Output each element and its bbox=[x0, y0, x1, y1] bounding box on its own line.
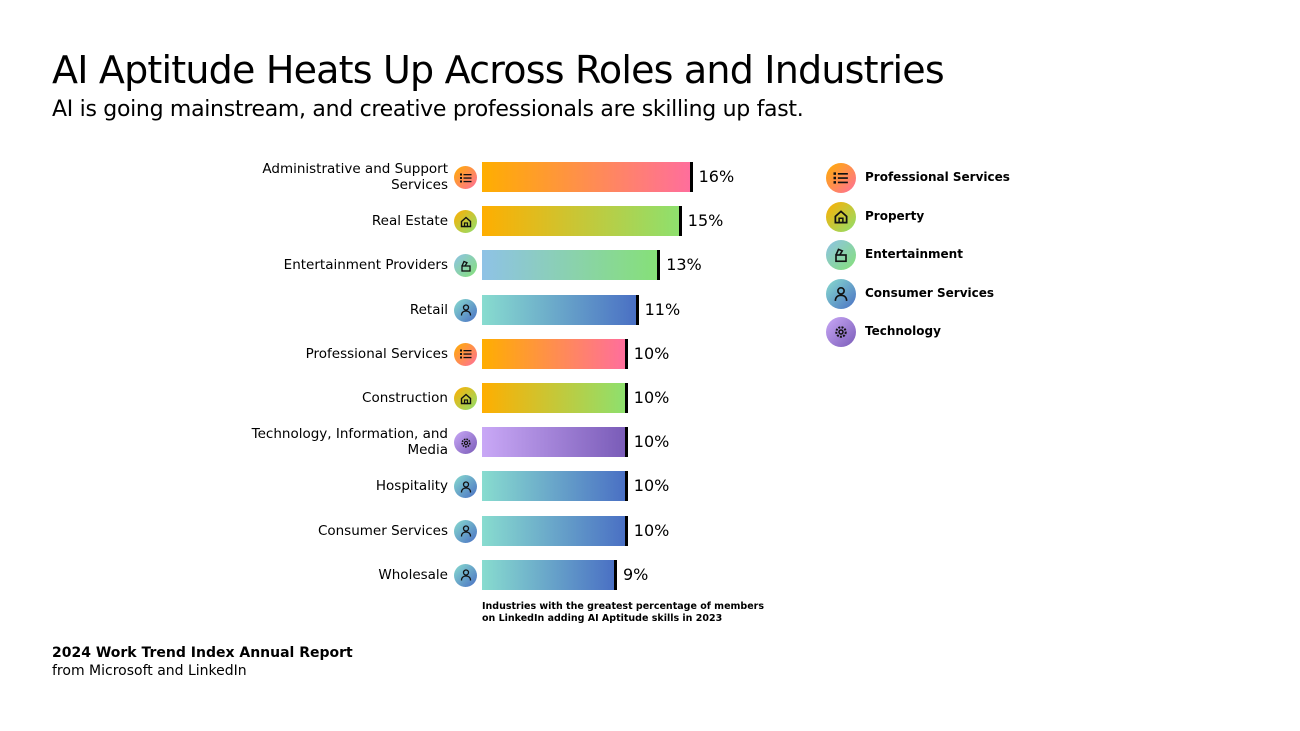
bar-row: Entertainment Providers 13% bbox=[0, 250, 1300, 281]
category-label: Entertainment Providers bbox=[283, 257, 448, 274]
category-label: Wholesale bbox=[378, 566, 448, 583]
bar bbox=[482, 559, 617, 590]
page-title: AI Aptitude Heats Up Across Roles and In… bbox=[52, 48, 945, 92]
bar bbox=[482, 250, 661, 281]
person-icon bbox=[454, 519, 477, 543]
list-icon bbox=[826, 163, 856, 193]
category-label: Real Estate bbox=[371, 213, 448, 230]
house-icon bbox=[454, 387, 477, 410]
bar-row: Consumer Services 10% bbox=[0, 515, 1300, 546]
bar-row: Construction 10% bbox=[0, 383, 1300, 413]
clapperboard-icon bbox=[454, 254, 477, 278]
clapperboard-icon bbox=[826, 240, 856, 270]
chart-note-line1: Industries with the greatest percentage … bbox=[482, 601, 764, 612]
bar bbox=[482, 383, 628, 413]
house-icon bbox=[454, 210, 477, 234]
bar bbox=[482, 427, 628, 458]
value-label: 10% bbox=[633, 432, 670, 452]
source-title: 2024 Work Trend Index Annual Report bbox=[52, 645, 353, 661]
value-label: 13% bbox=[666, 255, 702, 275]
page-subtitle: AI is going mainstream, and creative pro… bbox=[52, 97, 804, 122]
bar bbox=[482, 162, 693, 192]
category-label: Retail bbox=[409, 301, 448, 318]
legend-label: Professional Services bbox=[865, 170, 1010, 184]
bar-row: Technology, Information, and Media 10% bbox=[0, 426, 1300, 459]
value-label: 16% bbox=[698, 167, 735, 186]
value-label: 10% bbox=[633, 343, 670, 363]
bar bbox=[482, 294, 639, 325]
house-icon bbox=[826, 201, 856, 232]
bar-row: Hospitality 10% bbox=[0, 471, 1300, 502]
gear-icon bbox=[454, 431, 477, 455]
bar bbox=[482, 515, 628, 546]
category-label: Administrative and Support Services bbox=[262, 161, 448, 193]
bar bbox=[482, 206, 682, 237]
legend-label: Property bbox=[865, 208, 925, 223]
legend-label: Consumer Services bbox=[865, 285, 995, 300]
gear-icon bbox=[826, 317, 856, 347]
value-label: 10% bbox=[633, 476, 670, 496]
person-icon bbox=[454, 475, 477, 499]
bar-row: Wholesale 9% bbox=[0, 559, 1300, 590]
value-label: 15% bbox=[687, 211, 724, 231]
list-icon bbox=[454, 342, 477, 366]
category-label: Professional Services bbox=[305, 345, 448, 362]
source-subtitle: from Microsoft and LinkedIn bbox=[52, 663, 247, 679]
category-label: Hospitality bbox=[375, 478, 448, 495]
list-icon bbox=[454, 166, 477, 189]
bar-row: Administrative and Support Services 16% bbox=[0, 161, 1300, 193]
value-label: 11% bbox=[644, 299, 681, 319]
bar-row: Professional Services 10% bbox=[0, 338, 1300, 369]
chart-note-line2: on LinkedIn adding AI Aptitude skills in… bbox=[482, 613, 723, 624]
category-label: Consumer Services bbox=[317, 522, 448, 539]
person-icon bbox=[454, 563, 477, 587]
legend-label: Technology bbox=[865, 324, 941, 338]
category-label: Construction bbox=[362, 390, 448, 406]
person-icon bbox=[454, 298, 477, 322]
bar bbox=[482, 338, 628, 369]
person-icon bbox=[826, 278, 856, 309]
legend-label: Entertainment bbox=[865, 247, 963, 261]
chart-note: Industries with the greatest percentage … bbox=[482, 601, 764, 625]
value-label: 10% bbox=[633, 520, 670, 540]
bar-row: Real Estate 15% bbox=[0, 206, 1300, 237]
bar-row: Retail 11% bbox=[0, 294, 1300, 325]
category-label: Technology, Information, and Media bbox=[251, 426, 448, 459]
value-label: 10% bbox=[633, 388, 670, 407]
value-label: 9% bbox=[623, 564, 649, 584]
bar bbox=[482, 471, 628, 502]
